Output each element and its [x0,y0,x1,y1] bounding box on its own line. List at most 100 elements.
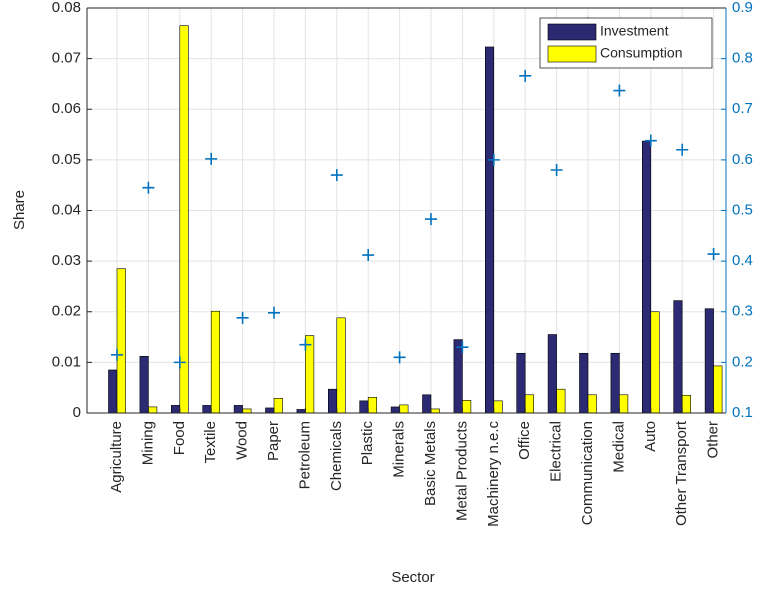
x-tick-label: Paper [265,421,282,461]
bar [179,25,189,414]
y2-tick-label: 0.5 [732,201,753,218]
y2-tick-label: 0.2 [732,353,753,370]
bar [610,352,620,414]
x-tick-label: Chemicals [328,421,345,491]
plus-marker [268,306,280,319]
plus-marker [393,351,406,364]
legend-label: Consumption [600,45,683,61]
x-tick-label: Textile [202,421,219,464]
bar [399,404,409,414]
bar [171,405,181,414]
bar [422,394,432,414]
bar [681,394,692,414]
y-tick-label: 0.02 [52,303,81,320]
bar [493,400,503,414]
bar [713,365,723,414]
y2-tick-label: 0.1 [732,404,753,421]
bar [704,308,714,414]
x-tick-label: Other [705,421,722,459]
y-tick-label: 0.01 [52,353,81,370]
bar [556,388,566,414]
x-tick-label: Plastic [359,421,376,466]
legend-swatch [547,23,597,41]
x-tick-label: Food [171,421,188,455]
bar [673,300,683,414]
bar [202,405,212,414]
x-tick-label: Communication [579,421,596,525]
y-tick-label: 0.06 [52,100,81,117]
x-tick-label: Auto [642,421,659,452]
bar [619,394,629,414]
plus-marker [362,249,375,262]
plus-marker [330,169,343,182]
bar [359,400,369,414]
x-tick-label: Other Transport [673,420,690,526]
legend-label: Investment [600,23,669,39]
plus-marker [236,311,249,324]
x-tick-label: Machinery n.e.c [485,421,502,527]
bar [516,352,526,414]
plus-marker [613,84,626,97]
bar [430,408,440,414]
plus-marker [142,181,155,194]
bar [148,406,158,414]
y-tick-label: 0.03 [52,252,81,269]
x-tick-label: Wood [234,421,251,460]
y-tick-label: 0.05 [52,151,81,168]
plus-marker [707,248,720,261]
bar [641,140,652,414]
bar [390,406,400,414]
bar [242,408,252,414]
bar [233,405,243,414]
bar [327,388,338,414]
y-tick-label: 0.04 [52,201,81,218]
plus-marker [299,338,312,351]
bar [587,394,597,414]
plus-marker [205,152,218,165]
bar [116,268,126,414]
bar [265,407,275,414]
bar [524,394,535,414]
plus-marker [111,348,123,361]
plus-marker [519,69,532,82]
plus-marker [456,341,469,354]
x-tick-label: Metal Products [453,421,470,521]
bar [462,400,472,414]
plus-marker [487,153,500,166]
plus-marker [173,356,186,369]
y2-tick-label: 0.4 [732,252,753,269]
y2-tick-label: 0.9 [732,0,753,16]
bar [650,311,660,414]
plus-marker [425,213,437,226]
y-tick-label: 0 [73,404,81,421]
bar [579,352,589,414]
y2-tick-label: 0.3 [732,303,753,320]
bar [273,398,283,414]
plus-marker [676,143,689,156]
bar [547,334,557,414]
bar [453,339,463,414]
bar [139,355,149,414]
bar [367,397,378,414]
x-tick-label: Agriculture [108,421,125,493]
x-tick-label: Office [516,421,533,460]
y2-tick-label: 0.7 [732,100,753,117]
x-axis-label: Sector [391,569,434,586]
x-tick-label: Basic Metals [422,421,439,506]
x-tick-label: Electrical [548,421,565,482]
y2-tick-label: 0.8 [732,50,753,67]
bar [336,317,346,414]
bar [210,310,220,414]
x-tick-label: Minerals [391,421,408,478]
x-tick-label: Mining [139,421,156,465]
axes-frame [86,7,726,414]
legend-swatch [547,45,597,63]
bar [296,409,306,414]
y-tick-label: 0.07 [52,50,81,67]
y-tick-label: 0.08 [52,0,81,16]
x-tick-label: Medical [610,421,627,473]
y2-tick-label: 0.6 [732,151,753,168]
plus-marker [550,164,563,176]
bar [108,369,118,414]
